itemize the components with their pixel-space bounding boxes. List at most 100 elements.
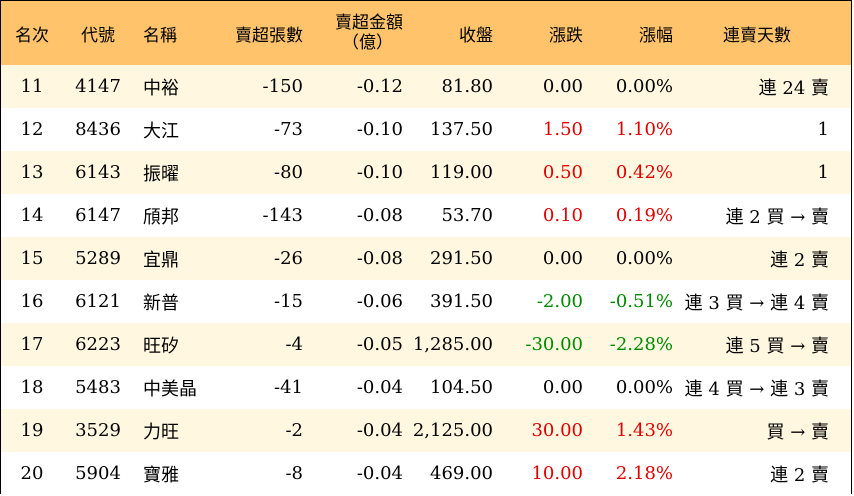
cell-close: 291.50 bbox=[430, 248, 493, 269]
cell-change-pct: 0.42% bbox=[615, 162, 673, 183]
cell-sell-volume: -26 bbox=[274, 248, 303, 269]
cell-sell-volume: -15 bbox=[274, 291, 303, 312]
cell-rank: 14 bbox=[20, 205, 44, 226]
table-body: 11 4147 中裕 -150 -0.12 81.80 0.00 0.00% 連 24 賣 12 8… bbox=[1, 65, 851, 495]
cell-close: 119.00 bbox=[430, 162, 493, 183]
cell-sell-amount: -0.08 bbox=[356, 205, 403, 226]
cell-code: 5904 bbox=[75, 463, 121, 484]
cell-code: 5289 bbox=[75, 248, 121, 269]
cell-code: 6121 bbox=[75, 291, 121, 312]
cell-rank: 16 bbox=[20, 291, 44, 312]
header-rank: 名次 bbox=[15, 25, 49, 46]
cell-sell-amount: -0.04 bbox=[356, 463, 403, 484]
table-row: 11 4147 中裕 -150 -0.12 81.80 0.00 0.00% 連 24 賣 bbox=[1, 65, 851, 108]
table-row: 15 5289 宜鼎 -26 -0.08 291.50 0.00 0.00% 連 2 賣 bbox=[1, 237, 851, 280]
header-sell-amount-label: 賣超金額 bbox=[335, 13, 403, 33]
cell-name: 旺矽 bbox=[143, 335, 179, 357]
table-row: 14 6147 頎邦 -143 -0.08 53.70 0.10 0.19% 連 2 買 → 賣 bbox=[1, 194, 851, 237]
cell-change: 10.00 bbox=[531, 463, 583, 484]
cell-streak: 買 → 賣 bbox=[766, 421, 829, 443]
cell-code: 5483 bbox=[75, 377, 121, 398]
header-streak: 連賣天數 bbox=[723, 25, 791, 46]
cell-change-pct: -2.28% bbox=[609, 334, 673, 355]
cell-name: 大江 bbox=[143, 120, 179, 142]
cell-close: 469.00 bbox=[430, 463, 493, 484]
cell-sell-volume: -80 bbox=[274, 162, 303, 183]
cell-code: 4147 bbox=[75, 76, 121, 97]
cell-streak: 連 2 賣 bbox=[770, 249, 829, 271]
table-row: 13 6143 振曜 -80 -0.10 119.00 0.50 0.42% 1 bbox=[1, 151, 851, 194]
cell-sell-amount: -0.04 bbox=[356, 377, 403, 398]
cell-close: 137.50 bbox=[430, 119, 493, 140]
cell-change: 0.00 bbox=[542, 76, 583, 97]
cell-streak: 連 24 賣 bbox=[758, 77, 829, 99]
cell-streak: 連 4 買 → 連 3 賣 bbox=[684, 378, 829, 400]
cell-change: -30.00 bbox=[525, 334, 583, 355]
cell-name: 頎邦 bbox=[143, 206, 179, 228]
cell-name: 新普 bbox=[143, 292, 179, 314]
cell-code: 6143 bbox=[75, 162, 121, 183]
cell-rank: 13 bbox=[20, 162, 44, 183]
cell-code: 3529 bbox=[75, 420, 121, 441]
cell-sell-volume: -41 bbox=[274, 377, 303, 398]
cell-rank: 19 bbox=[20, 420, 44, 441]
cell-rank: 20 bbox=[20, 463, 44, 484]
cell-sell-volume: -143 bbox=[262, 205, 303, 226]
table-row: 12 8436 大江 -73 -0.10 137.50 1.50 1.10% 1 bbox=[1, 108, 851, 151]
cell-name: 振曜 bbox=[143, 163, 179, 185]
cell-name: 力旺 bbox=[143, 421, 179, 443]
cell-close: 81.80 bbox=[441, 76, 493, 97]
cell-sell-amount: -0.10 bbox=[356, 162, 403, 183]
cell-sell-amount: -0.08 bbox=[356, 248, 403, 269]
cell-code: 8436 bbox=[75, 119, 121, 140]
table-row: 17 6223 旺矽 -4 -0.05 1,285.00 -30.00 -2.28% 連 5 買… bbox=[1, 323, 851, 366]
cell-sell-amount: -0.04 bbox=[356, 420, 403, 441]
cell-change-pct: 2.18% bbox=[615, 463, 673, 484]
cell-streak: 連 5 買 → 賣 bbox=[725, 335, 829, 357]
cell-change: 30.00 bbox=[531, 420, 583, 441]
cell-rank: 18 bbox=[20, 377, 44, 398]
cell-rank: 12 bbox=[20, 119, 44, 140]
cell-streak: 連 2 賣 bbox=[770, 464, 829, 486]
cell-change: -2.00 bbox=[536, 291, 583, 312]
cell-rank: 17 bbox=[20, 334, 44, 355]
cell-close: 2,125.00 bbox=[412, 420, 493, 441]
header-sell-amount-unit: （億） bbox=[342, 33, 393, 53]
cell-sell-amount: -0.05 bbox=[356, 334, 403, 355]
cell-sell-volume: -150 bbox=[262, 76, 303, 97]
cell-change-pct: 0.00% bbox=[615, 248, 673, 269]
cell-sell-amount: -0.06 bbox=[356, 291, 403, 312]
cell-sell-amount: -0.10 bbox=[356, 119, 403, 140]
cell-change: 0.10 bbox=[542, 205, 583, 226]
cell-name: 中美晶 bbox=[143, 378, 197, 400]
cell-streak: 1 bbox=[817, 162, 829, 183]
cell-sell-volume: -8 bbox=[285, 463, 303, 484]
header-close: 收盤 bbox=[459, 25, 493, 46]
cell-close: 104.50 bbox=[430, 377, 493, 398]
cell-streak: 連 2 買 → 賣 bbox=[725, 206, 829, 228]
table-header: 名次 代號 名稱 賣超張數 賣超金額 （億） 收盤 漲跌 漲幅 連賣天數 bbox=[1, 1, 851, 65]
cell-code: 6147 bbox=[75, 205, 121, 226]
cell-change-pct: 0.19% bbox=[615, 205, 673, 226]
cell-change-pct: 0.00% bbox=[615, 377, 673, 398]
cell-rank: 11 bbox=[20, 76, 44, 97]
table-row: 16 6121 新普 -15 -0.06 391.50 -2.00 -0.51% 連 3 買 →… bbox=[1, 280, 851, 323]
cell-change-pct: 0.00% bbox=[615, 76, 673, 97]
header-name: 名稱 bbox=[143, 25, 177, 46]
cell-change: 0.00 bbox=[542, 248, 583, 269]
cell-sell-volume: -73 bbox=[274, 119, 303, 140]
cell-close: 391.50 bbox=[430, 291, 493, 312]
header-change: 漲跌 bbox=[549, 25, 583, 46]
cell-code: 6223 bbox=[75, 334, 121, 355]
cell-name: 寶雅 bbox=[143, 464, 179, 486]
cell-sell-volume: -2 bbox=[285, 420, 303, 441]
cell-name: 宜鼎 bbox=[143, 249, 179, 271]
header-sell-volume: 賣超張數 bbox=[235, 25, 303, 46]
cell-change-pct: 1.10% bbox=[615, 119, 673, 140]
cell-change: 0.00 bbox=[542, 377, 583, 398]
cell-change-pct: 1.43% bbox=[615, 420, 673, 441]
cell-change: 0.50 bbox=[542, 162, 583, 183]
header-code: 代號 bbox=[81, 25, 115, 46]
table-row: 19 3529 力旺 -2 -0.04 2,125.00 30.00 1.43% 買 → 賣 bbox=[1, 409, 851, 452]
table-row: 18 5483 中美晶 -41 -0.04 104.50 0.00 0.00% 連 4 買 → … bbox=[1, 366, 851, 409]
